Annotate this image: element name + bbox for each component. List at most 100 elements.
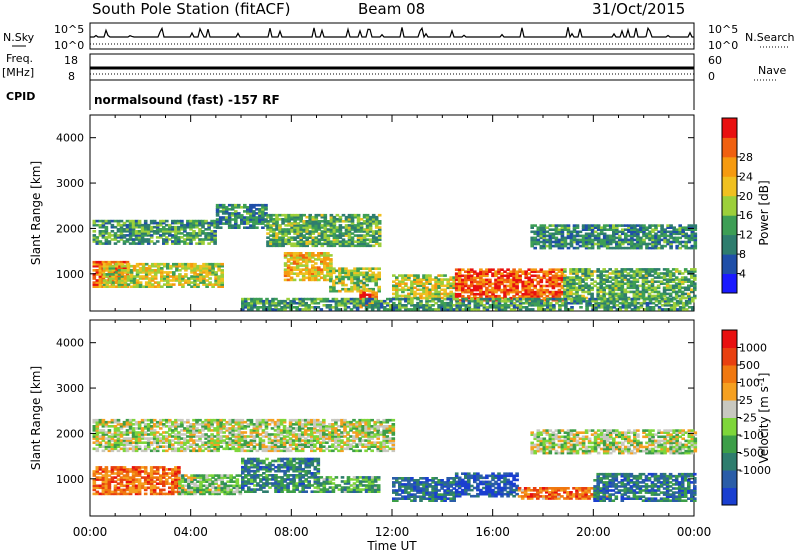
data-cell — [95, 476, 100, 479]
data-cell — [362, 240, 367, 243]
data-cell — [467, 270, 471, 273]
data-cell — [122, 488, 127, 492]
data-cell — [668, 288, 673, 292]
data-cell — [311, 228, 316, 231]
data-cell — [693, 268, 697, 271]
data-cell — [134, 478, 139, 481]
data-cell — [296, 236, 300, 239]
data-cell — [437, 306, 441, 309]
data-cell — [638, 276, 643, 279]
data-cell — [560, 292, 565, 296]
data-cell — [627, 234, 631, 238]
data-cell — [370, 304, 375, 307]
data-cell — [229, 492, 233, 496]
data-cell — [311, 270, 315, 273]
data-cell — [125, 225, 130, 229]
data-cell — [149, 490, 154, 494]
data-cell — [606, 306, 610, 309]
data-cell — [546, 304, 550, 307]
data-cell — [149, 431, 154, 434]
data-cell — [337, 304, 342, 307]
data-cell — [190, 474, 194, 477]
data-cell — [174, 219, 178, 223]
data-cell — [307, 260, 312, 263]
data-cell — [332, 267, 336, 270]
data-cell — [163, 277, 167, 280]
data-cell — [605, 280, 609, 283]
data-cell — [116, 228, 121, 231]
data-cell — [557, 284, 562, 288]
data-cell — [152, 433, 157, 436]
data-cell — [636, 236, 640, 240]
data-cell — [554, 272, 559, 275]
data-cell — [605, 228, 610, 231]
data-cell — [557, 224, 562, 227]
data-cell — [506, 306, 511, 309]
data-cell — [155, 492, 160, 496]
data-cell — [374, 226, 379, 229]
data-cell — [379, 306, 384, 309]
data-cell — [350, 215, 355, 219]
data-cell — [104, 219, 109, 223]
data-cell — [569, 280, 573, 283]
data-cell — [672, 301, 677, 305]
data-cell — [199, 271, 203, 274]
data-cell — [374, 215, 379, 219]
data-cell — [638, 294, 643, 298]
data-cell — [663, 297, 668, 301]
data-cell — [144, 275, 149, 278]
data-cell — [295, 272, 300, 275]
data-cell — [617, 274, 622, 277]
data-cell — [653, 268, 658, 271]
data-cell — [171, 242, 175, 245]
data-cell — [410, 284, 414, 288]
data-cell — [347, 228, 352, 231]
data-cell — [669, 299, 674, 303]
data-cell — [536, 276, 541, 280]
data-cell — [671, 278, 676, 281]
data-cell — [137, 219, 142, 223]
data-cell — [117, 283, 122, 286]
data-cell — [370, 299, 375, 303]
data-cell — [131, 449, 136, 453]
data-cell — [341, 238, 346, 241]
data-cell — [612, 226, 616, 229]
data-cell — [620, 286, 625, 290]
data-cell — [452, 308, 456, 311]
data-cell — [286, 252, 291, 255]
data-cell — [98, 423, 103, 426]
data-cell — [268, 301, 272, 305]
data-cell — [656, 280, 661, 283]
data-cell — [202, 264, 206, 268]
data-cell — [98, 418, 103, 422]
data-cell — [431, 286, 435, 290]
data-cell — [368, 224, 373, 227]
data-cell — [235, 490, 240, 494]
data-cell — [401, 278, 405, 281]
data-cell — [298, 268, 303, 271]
data-cell — [500, 296, 504, 300]
data-cell — [323, 262, 327, 265]
data-cell — [150, 269, 155, 272]
data-cell — [518, 278, 522, 282]
data-cell — [174, 234, 178, 237]
data-cell — [286, 274, 291, 278]
y-tick-label: 2000 — [56, 222, 84, 235]
data-cell — [554, 236, 559, 240]
data-cell — [166, 264, 170, 268]
data-cell — [368, 222, 373, 225]
data-cell — [210, 230, 214, 233]
data-cell — [95, 219, 100, 223]
beam-label: Beam 08 — [358, 0, 425, 18]
data-cell — [301, 299, 305, 303]
data-cell — [211, 476, 215, 479]
data-cell — [587, 234, 592, 238]
data-cell — [261, 222, 265, 225]
data-cell — [356, 271, 360, 275]
data-cell — [211, 492, 215, 496]
data-cell — [166, 283, 170, 286]
data-cell — [320, 213, 325, 217]
data-cell — [608, 238, 613, 242]
data-cell — [165, 478, 169, 481]
data-cell — [101, 433, 106, 436]
